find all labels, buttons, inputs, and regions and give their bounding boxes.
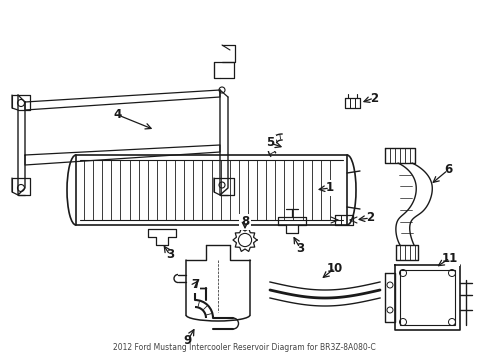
Text: 5: 5 [265,136,274,149]
Text: 4: 4 [114,108,122,121]
Text: 1: 1 [325,181,333,194]
Text: 7: 7 [190,279,199,292]
Text: 3: 3 [295,242,304,255]
Text: 2: 2 [369,91,377,104]
Text: 11: 11 [441,252,457,265]
Text: 2012 Ford Mustang Intercooler Reservoir Diagram for BR3Z-8A080-C: 2012 Ford Mustang Intercooler Reservoir … [112,343,375,352]
Text: 3: 3 [165,248,174,261]
Text: 9: 9 [183,333,192,346]
Text: 8: 8 [241,216,248,229]
Text: 10: 10 [326,261,343,274]
Bar [399,270,454,325]
Text: 2: 2 [365,211,373,225]
Text: 6: 6 [443,163,451,176]
